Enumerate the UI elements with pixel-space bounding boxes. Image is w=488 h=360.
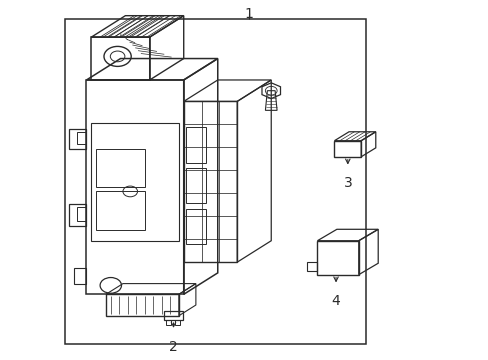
- Bar: [334, 141, 361, 157]
- Text: 4: 4: [331, 294, 340, 308]
- Bar: [74, 267, 86, 284]
- Text: 1: 1: [244, 7, 253, 21]
- Text: 3: 3: [343, 176, 351, 190]
- Bar: [86, 80, 183, 294]
- Bar: [64, 19, 366, 344]
- Bar: [96, 192, 144, 230]
- Bar: [317, 241, 358, 275]
- Bar: [91, 37, 149, 80]
- Bar: [164, 311, 183, 320]
- Bar: [77, 207, 86, 221]
- Bar: [186, 127, 206, 163]
- Bar: [306, 262, 317, 271]
- Bar: [175, 320, 180, 325]
- Bar: [96, 149, 144, 187]
- Bar: [91, 123, 179, 241]
- Text: 2: 2: [169, 340, 178, 354]
- Bar: [165, 320, 170, 325]
- Bar: [186, 168, 206, 203]
- Bar: [69, 129, 86, 149]
- Bar: [186, 208, 206, 244]
- Bar: [183, 102, 237, 262]
- Bar: [69, 204, 86, 226]
- Bar: [106, 294, 179, 316]
- Bar: [77, 132, 86, 144]
